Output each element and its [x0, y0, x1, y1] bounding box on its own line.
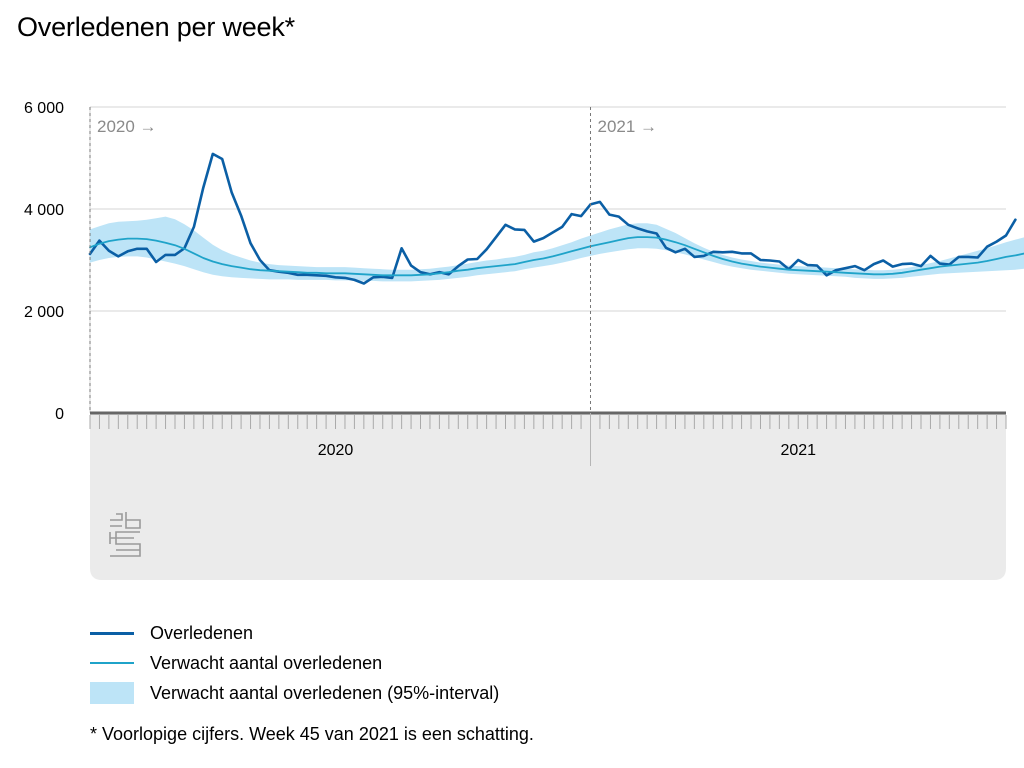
y-tick-label: 2 000 [24, 304, 64, 321]
series-line-observed [88, 152, 1017, 285]
legend-label-expected: Verwacht aantal overledenen [150, 653, 383, 673]
deaths-line-chart: 0 2 000 4 000 6 000 2020 → 2021 → 2020 2021 [24, 100, 1024, 580]
legend-swatch-observed [90, 632, 134, 635]
legend-swatch-interval [90, 682, 134, 704]
x-year-label: 2021 [780, 442, 816, 459]
series-line-expected [89, 236, 1024, 277]
cbs-logo-detail [109, 525, 122, 544]
year-marker-label: 2020 → [97, 117, 157, 136]
legend-label-observed: Overledenen [150, 623, 254, 643]
chart-title: Overledenen per week* [17, 12, 295, 42]
cbs-logo-c [110, 513, 123, 521]
cbs-logo-s [110, 531, 141, 557]
cbs-logo-b [125, 512, 141, 529]
y-tick-label: 4 000 [24, 202, 64, 219]
footnote: * Voorlopige cijfers. Week 45 van 2021 i… [90, 724, 534, 744]
interval-band [90, 216, 1024, 282]
legend-label-interval: Verwacht aantal overledenen (95%-interva… [150, 683, 500, 703]
y-tick-label: 6 000 [24, 100, 64, 117]
cbs-logo-icon [109, 512, 141, 557]
legend-swatch-expected [90, 662, 134, 664]
x-year-label: 2020 [318, 442, 354, 459]
x-axis-panel [90, 413, 1006, 580]
year-marker-label: 2021 → [597, 117, 657, 136]
y-tick-label: 0 [55, 406, 64, 423]
